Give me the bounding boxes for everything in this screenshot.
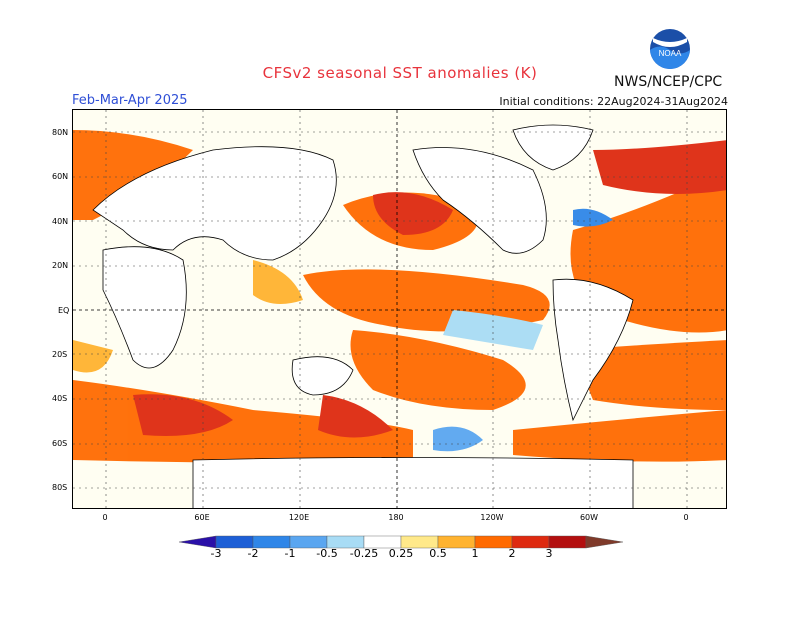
noaa-logo: NOAA [649,28,691,70]
colorbar-swatch [474,535,513,549]
eurasia-landmass [92,146,337,261]
colorbar-swatch [511,535,550,549]
lat-label: EQ [58,306,70,315]
colorbar-swatch [548,535,587,549]
lat-label: 80S [52,483,68,492]
antarctica-landmass [192,457,634,508]
lat-label: 40N [52,217,69,226]
south-america-landmass [552,278,634,422]
colorbar-label: 0.5 [429,547,447,560]
colorbar-label: -1 [284,547,296,560]
lon-label: 60W [579,513,599,522]
lon-label: 120E [288,513,310,522]
lon-label: 120W [480,513,504,522]
lat-label: 60N [52,172,69,181]
lat-label: 40S [52,394,68,403]
australia-landmass [291,356,354,396]
lon-label: 0 [683,513,689,522]
organization-label: NWS/NCEP/CPC [614,74,723,90]
lat-label: 20S [52,350,68,359]
continents [92,124,634,508]
colorbar-label: 2 [508,547,516,560]
forecast-period: Feb-Mar-Apr 2025 [72,93,188,108]
africa-landmass [102,246,187,369]
sst-anomaly-map [72,109,727,509]
chart-title: CFSv2 seasonal SST anomalies (K) [262,64,538,82]
lon-label: 0 [102,513,108,522]
colorbar-label: -0.5 [316,547,338,560]
lon-label: 180 [388,513,404,522]
north-america-landmass [412,147,547,254]
lon-label: 60E [194,513,210,522]
colorbar-label: 1 [471,547,479,560]
lat-label: 80N [52,128,69,137]
colorbar [176,534,626,553]
colorbar-label: -2 [247,547,259,560]
colorbar-label: 0.25 [388,547,414,560]
colorbar-label: -0.25 [349,547,379,560]
colorbar-label: -3 [210,547,222,560]
colorbar-swatch [585,535,624,549]
anomaly-fields [73,130,726,463]
logo-text: NOAA [659,49,682,58]
initial-conditions: Initial conditions: 22Aug2024-31Aug2024 [499,95,728,108]
lat-label: 60S [52,439,68,448]
greenland-landmass [512,124,594,171]
colorbar-label: 3 [545,547,553,560]
lat-label: 20N [52,261,69,270]
